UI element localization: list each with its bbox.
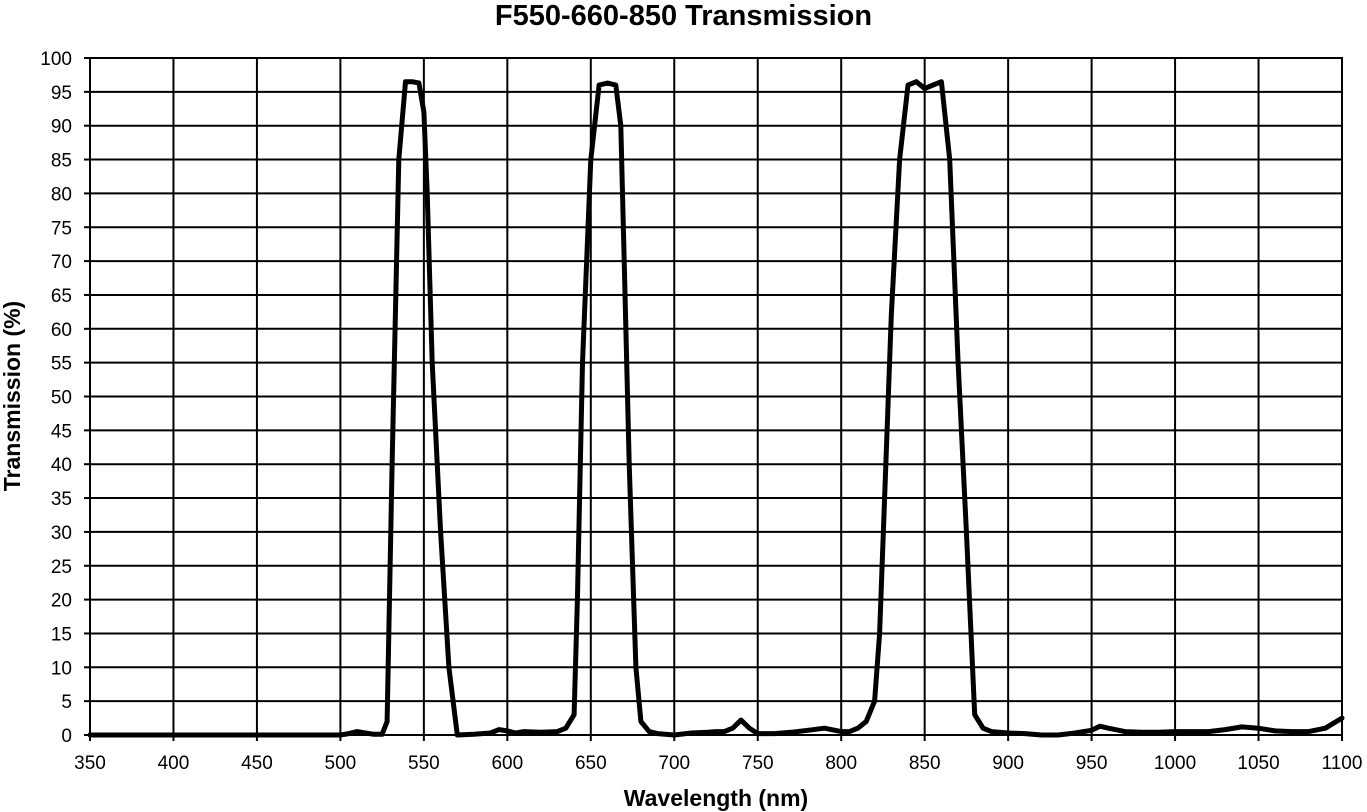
y-tick-label: 60 bbox=[51, 320, 72, 341]
plot-frame bbox=[89, 57, 1343, 736]
y-tick-label: 95 bbox=[51, 83, 72, 104]
y-tick-label: 50 bbox=[51, 388, 72, 409]
x-tick-label: 600 bbox=[491, 753, 523, 774]
y-tick-label: 20 bbox=[51, 591, 72, 612]
y-tick-label: 35 bbox=[51, 489, 72, 510]
x-tick-label: 750 bbox=[742, 753, 774, 774]
x-tick-label: 650 bbox=[575, 753, 607, 774]
x-tick-label: 800 bbox=[825, 753, 857, 774]
y-tick-label: 75 bbox=[51, 218, 72, 239]
x-axis-title: Wavelength (nm) bbox=[624, 785, 808, 811]
x-axis-ticks: 350 400 450 500 550 600 650 700 750 800 850 900 950 1… bbox=[74, 753, 1362, 774]
transmission-curve bbox=[87, 79, 1345, 738]
y-tick-label: 55 bbox=[51, 354, 72, 375]
y-tick-label: 70 bbox=[51, 252, 72, 273]
y-tick-label: 10 bbox=[51, 658, 72, 679]
x-tick-label: 1050 bbox=[1237, 753, 1279, 774]
y-tick-label: 40 bbox=[51, 455, 72, 476]
x-tick-label: 550 bbox=[408, 753, 440, 774]
y-tick-label: 90 bbox=[51, 117, 72, 138]
y-tick-label: 15 bbox=[51, 624, 72, 645]
y-tick-label: 30 bbox=[51, 523, 72, 544]
x-tick-label: 450 bbox=[241, 753, 273, 774]
x-tick-label: 500 bbox=[325, 753, 357, 774]
y-tick-label: 0 bbox=[61, 726, 72, 747]
grid-lines bbox=[84, 57, 1343, 741]
y-tick-label: 5 bbox=[61, 692, 72, 713]
x-tick-label: 850 bbox=[909, 753, 941, 774]
y-tick-label: 45 bbox=[51, 421, 72, 442]
chart-title: F550-660-850 Transmission bbox=[494, 0, 873, 32]
y-tick-label: 80 bbox=[51, 184, 72, 205]
y-tick-label: 100 bbox=[40, 49, 72, 70]
x-tick-label: 350 bbox=[74, 753, 106, 774]
x-tick-label: 400 bbox=[158, 753, 190, 774]
x-tick-label: 950 bbox=[1076, 753, 1108, 774]
x-tick-label: 700 bbox=[658, 753, 690, 774]
y-tick-label: 25 bbox=[51, 557, 72, 578]
y-tick-label: 85 bbox=[51, 151, 72, 172]
x-tick-label: 1000 bbox=[1154, 753, 1196, 774]
x-tick-label: 900 bbox=[992, 753, 1024, 774]
y-axis-ticks: 0 5 10 15 20 25 30 35 40 45 50 55 60 65 70 75 80 85 90 95 10… bbox=[40, 49, 72, 747]
y-tick-label: 65 bbox=[51, 286, 72, 307]
x-tick-label: 1100 bbox=[1322, 753, 1363, 774]
y-axis-title: Transmission (%) bbox=[0, 301, 25, 491]
